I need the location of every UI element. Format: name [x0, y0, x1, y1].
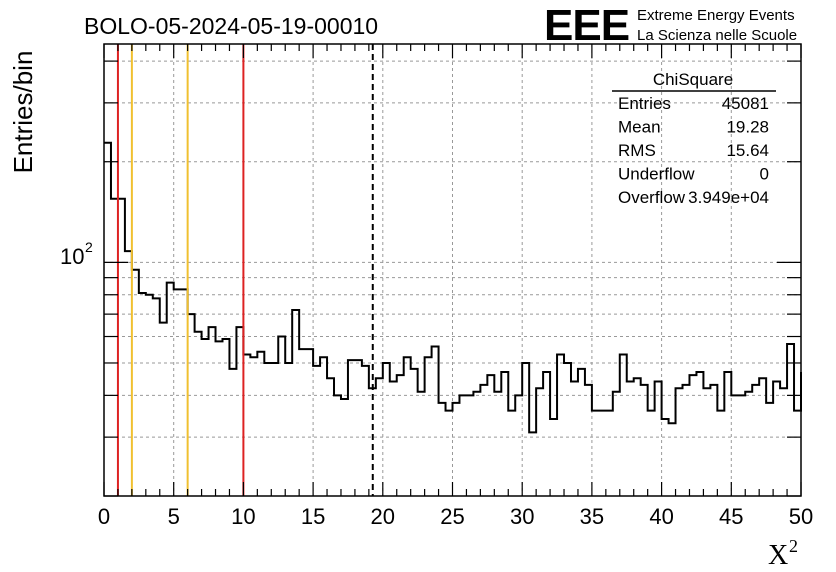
y-tick-label-base: 10 [60, 244, 84, 269]
x-axis-label-text: X [768, 540, 788, 571]
stats-label: Overflow [618, 188, 686, 207]
vertical-markers [116, 44, 374, 496]
x-tick-labels: 0 5 10 15 20 25 30 35 40 45 50 [98, 504, 813, 529]
stats-box: ChiSquare Entries 45081 Mean 19.28 RMS 15.64 U… [612, 70, 776, 207]
logo-mark: EEE [544, 1, 629, 50]
axis-ticks [103, 44, 802, 497]
x-tick-label: 50 [789, 504, 813, 529]
stats-label: Mean [618, 118, 661, 137]
histogram-line [104, 141, 802, 434]
y-axis-label: Entries/bin [8, 51, 38, 174]
stats-value: 45081 [722, 94, 769, 113]
y-tick-label-exponent: 2 [85, 239, 93, 255]
x-axis-label: X 2 [768, 536, 798, 571]
x-tick-label: 5 [168, 504, 180, 529]
x-tick-label: 10 [231, 504, 255, 529]
chart-title: BOLO-05-2024-05-19-00010 [84, 13, 378, 39]
stats-value: 3.949e+04 [688, 188, 769, 207]
x-tick-label: 15 [301, 504, 325, 529]
logo-line-1: Extreme Energy Events [637, 7, 795, 24]
stats-label: Underflow [618, 165, 695, 184]
x-tick-label: 35 [580, 504, 604, 529]
stats-value: 0 [760, 165, 769, 184]
x-tick-label: 45 [719, 504, 743, 529]
grid [104, 44, 801, 497]
stats-label: Entries [618, 94, 671, 113]
x-tick-label: 40 [649, 504, 673, 529]
x-tick-label: 30 [510, 504, 534, 529]
x-tick-label: 20 [371, 504, 395, 529]
x-tick-label: 0 [98, 504, 110, 529]
x-tick-label: 25 [440, 504, 464, 529]
eee-logo: EEE Extreme Energy Events La Scienza nel… [544, 1, 797, 50]
stats-value: 19.28 [726, 118, 769, 137]
stats-title: ChiSquare [653, 70, 733, 89]
logo-line-2: La Scienza nelle Scuole [637, 27, 797, 44]
y-tick-label-100: 10 2 [60, 239, 93, 269]
stats-label: RMS [618, 141, 656, 160]
x-axis-label-superscript: 2 [789, 536, 798, 556]
stats-value: 15.64 [726, 141, 769, 160]
